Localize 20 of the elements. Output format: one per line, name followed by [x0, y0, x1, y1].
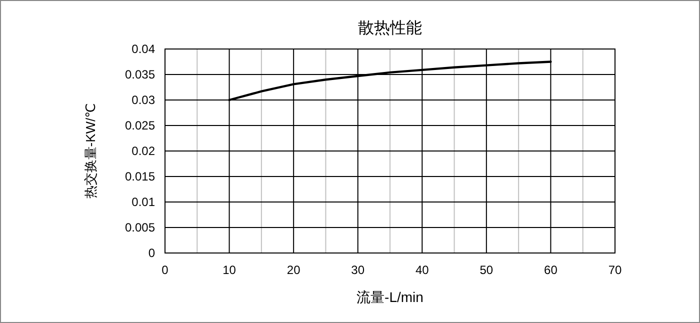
y-tick-label: 0.03: [132, 93, 156, 107]
y-tick-label: 0.005: [124, 220, 156, 234]
y-tick-label: 0: [148, 246, 156, 260]
y-tick-label: 0.04: [132, 42, 156, 56]
y-tick-label: 0.015: [124, 170, 156, 184]
chart-title: 散热性能: [358, 19, 422, 37]
x-tick-label: 0: [162, 263, 169, 277]
y-tick-label: 0.02: [132, 144, 156, 158]
x-tick-label: 40: [415, 263, 430, 277]
x-tick-label: 20: [286, 263, 301, 277]
x-tick-label: 60: [544, 263, 558, 277]
y-tick-label: 0.01: [132, 195, 156, 209]
y-axis-title: 热交换量-KW/℃: [83, 103, 98, 199]
y-tick-label: 0.025: [124, 118, 156, 132]
x-tick-label: 70: [608, 263, 622, 277]
y-tick-label: 0.035: [124, 68, 156, 82]
x-tick-label: 10: [222, 263, 236, 277]
x-axis-title: 流量-L/min: [356, 289, 424, 305]
x-tick-label: 30: [351, 263, 365, 277]
x-tick-label: 50: [480, 263, 494, 277]
